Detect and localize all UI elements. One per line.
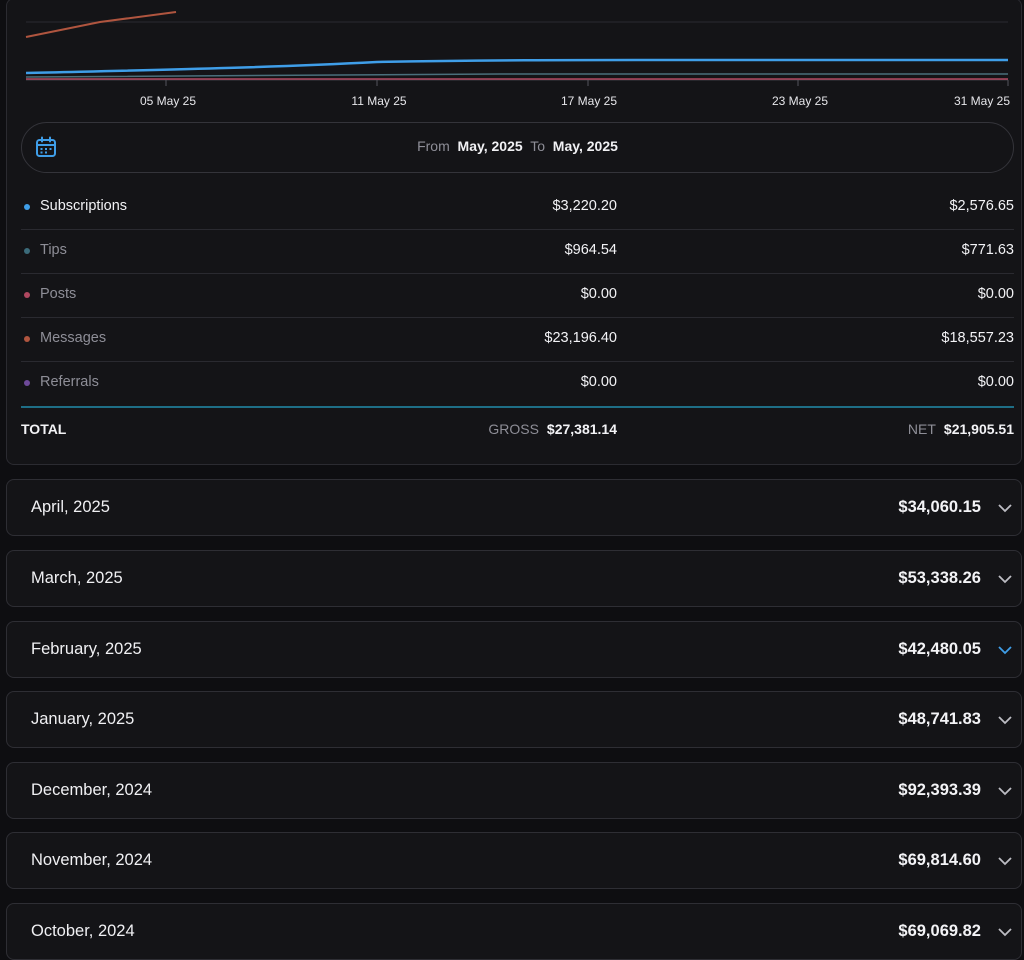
month-label: October, 2024 <box>31 922 135 940</box>
net-total-value: $21,905.51 <box>943 421 1014 437</box>
x-tick-label: 11 May 25 <box>351 94 407 108</box>
total-divider <box>21 406 1014 408</box>
month-label: November, 2024 <box>31 851 153 869</box>
earnings-chart-svg <box>25 11 1009 86</box>
to-label: To <box>530 138 545 154</box>
month-row-october-2024[interactable]: October, 2024 $69,069.82 <box>6 903 1022 960</box>
row-label: Tips <box>40 242 67 258</box>
row-net: $0.00 <box>977 286 1014 302</box>
series-dot <box>24 248 30 254</box>
gross-total-value: $27,381.14 <box>546 421 617 437</box>
date-range-text[interactable]: From May, 2025 To May, 2025 <box>22 138 1013 154</box>
x-tick-label: 31 May 25 <box>953 94 1011 108</box>
x-tick-label: 05 May 25 <box>139 94 197 108</box>
series-dot <box>24 292 30 298</box>
month-amount: $34,060.15 <box>898 498 981 516</box>
breakdown-row-subscriptions: Subscriptions $3,220.20 $2,576.65 <box>21 185 1014 230</box>
row-net: $771.63 <box>961 242 1014 258</box>
row-label: Posts <box>40 286 77 302</box>
chevron-down-icon[interactable] <box>997 924 1013 940</box>
month-label: January, 2025 <box>31 710 135 728</box>
month-row-april-2025[interactable]: April, 2025 $34,060.15 <box>6 479 1022 536</box>
month-label: February, 2025 <box>31 640 142 658</box>
chevron-down-icon[interactable] <box>997 853 1013 869</box>
breakdown-row-posts: Posts $0.00 $0.00 <box>21 273 1014 318</box>
x-tick-label: 17 May 25 <box>560 94 618 108</box>
month-row-december-2024[interactable]: December, 2024 $92,393.39 <box>6 762 1022 819</box>
row-net: $2,576.65 <box>949 198 1014 214</box>
month-amount: $69,814.60 <box>898 851 981 869</box>
chevron-down-icon[interactable] <box>997 500 1013 516</box>
row-net: $0.00 <box>977 374 1014 390</box>
row-gross: $0.00 <box>580 286 617 302</box>
series-dot <box>24 336 30 342</box>
row-gross: $0.00 <box>580 374 617 390</box>
subscriptions-series-line <box>25 58 1008 75</box>
chevron-down-icon[interactable] <box>997 712 1013 728</box>
month-label: March, 2025 <box>31 569 123 587</box>
month-amount: $69,069.82 <box>898 922 981 940</box>
chevron-down-icon[interactable] <box>997 783 1013 799</box>
row-label: Messages <box>40 330 107 346</box>
to-value[interactable]: May, 2025 <box>552 138 618 154</box>
date-range-picker[interactable]: From May, 2025 To May, 2025 <box>21 122 1014 173</box>
month-row-january-2025[interactable]: January, 2025 $48,741.83 <box>6 691 1022 748</box>
total-label: TOTAL <box>21 421 67 437</box>
month-amount: $42,480.05 <box>898 640 981 658</box>
total-gross: GROSS $27,381.14 <box>488 421 617 437</box>
month-amount: $48,741.83 <box>898 710 981 728</box>
from-label: From <box>417 138 450 154</box>
series-dot <box>24 204 30 210</box>
earnings-statement-card <box>6 0 1022 465</box>
x-tick-label: 23 May 25 <box>771 94 829 108</box>
month-row-february-2025[interactable]: February, 2025 $42,480.05 <box>6 621 1022 678</box>
month-row-november-2024[interactable]: November, 2024 $69,814.60 <box>6 832 1022 889</box>
gross-caption: GROSS <box>488 421 539 437</box>
total-row: TOTAL GROSS $27,381.14 NET $21,905.51 <box>21 408 1014 452</box>
total-net: NET $21,905.51 <box>908 421 1014 437</box>
earnings-chart: 05 May 25 11 May 25 17 May 25 23 May 25 … <box>0 0 1024 120</box>
month-amount: $92,393.39 <box>898 781 981 799</box>
month-label: December, 2024 <box>31 781 153 799</box>
tips-series-line <box>25 73 1008 78</box>
series-dot <box>24 380 30 386</box>
row-gross: $3,220.20 <box>552 198 617 214</box>
row-net: $18,557.23 <box>941 330 1014 346</box>
messages-series-line <box>25 11 177 38</box>
breakdown-row-messages: Messages $23,196.40 $18,557.23 <box>21 317 1014 362</box>
breakdown-row-tips: Tips $964.54 $771.63 <box>21 229 1014 274</box>
breakdown-row-referrals: Referrals $0.00 $0.00 <box>21 361 1014 405</box>
row-gross: $23,196.40 <box>544 330 617 346</box>
row-label: Referrals <box>40 374 99 390</box>
calendar-icon[interactable] <box>34 135 58 159</box>
chevron-down-icon[interactable] <box>997 642 1013 658</box>
row-label: Subscriptions <box>40 198 128 214</box>
from-value[interactable]: May, 2025 <box>457 138 523 154</box>
chevron-down-icon[interactable] <box>997 571 1013 587</box>
row-gross: $964.54 <box>564 242 617 258</box>
month-amount: $53,338.26 <box>898 569 981 587</box>
month-row-march-2025[interactable]: March, 2025 $53,338.26 <box>6 550 1022 607</box>
month-label: April, 2025 <box>31 498 110 516</box>
net-caption: NET <box>907 421 936 437</box>
